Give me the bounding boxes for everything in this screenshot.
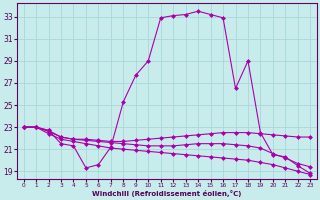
- X-axis label: Windchill (Refroidissement éolien,°C): Windchill (Refroidissement éolien,°C): [92, 190, 242, 197]
